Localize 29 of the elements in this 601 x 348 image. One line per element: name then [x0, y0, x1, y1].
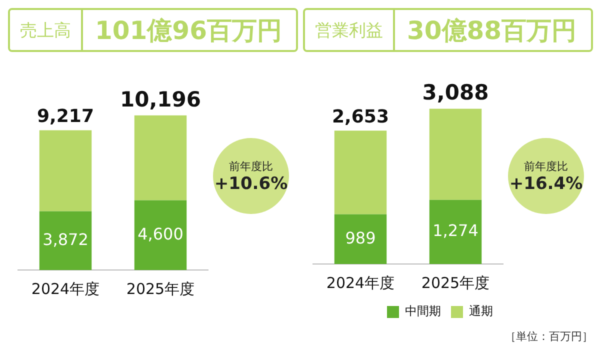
chart-title: 売上高	[10, 10, 83, 50]
text: ［単位：百万円］	[504, 329, 593, 344]
x-tick-label: 2024年度	[326, 274, 395, 292]
bar	[334, 130, 387, 214]
total-label: 3,088	[422, 80, 489, 105]
bar	[39, 130, 92, 212]
total-label: 10,196	[120, 87, 202, 112]
bar	[134, 200, 187, 270]
chart-title: 営業利益	[305, 10, 395, 50]
data-label: 1,274	[432, 221, 478, 240]
bar	[39, 211, 92, 270]
legend-label: 中間期	[405, 304, 441, 318]
chart-subtitle: 30億88百万円	[406, 14, 578, 46]
data-label: 4,600	[138, 224, 184, 244]
x-tick-label: 2025年度	[421, 274, 490, 292]
total-label: 9,217	[37, 106, 94, 127]
x-tick-label: 2024年度	[31, 280, 100, 298]
chart-subtitle: 101億96百万円	[94, 14, 283, 46]
bar	[334, 214, 387, 264]
bar	[429, 108, 482, 200]
speech-bubble: 前年度比 +16.4%	[508, 138, 584, 214]
x-tick-label: 2025年度	[126, 280, 195, 298]
total-label: 2,653	[332, 106, 389, 128]
legend-label: 通期	[469, 304, 493, 318]
speech-bubble: 前年度比 +10.6%	[213, 138, 289, 214]
bar	[134, 115, 187, 200]
data-label: 3,872	[42, 230, 88, 249]
data-label: 989	[345, 228, 376, 248]
bar	[429, 200, 482, 264]
